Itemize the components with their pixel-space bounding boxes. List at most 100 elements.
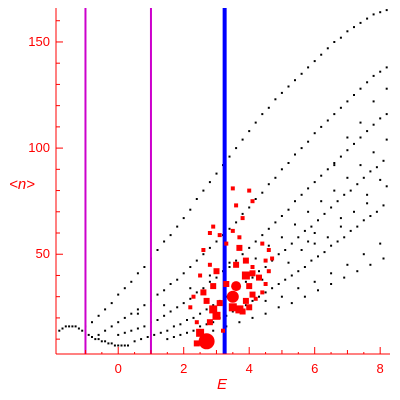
- black-data-point: [333, 113, 336, 116]
- red-data-point: [266, 248, 271, 252]
- black-data-point: [254, 198, 257, 200]
- red-data-point: [237, 235, 242, 240]
- black-data-point: [372, 123, 375, 126]
- black-data-point: [91, 336, 93, 338]
- black-data-point: [339, 155, 342, 158]
- black-data-point: [97, 314, 100, 317]
- red-data-point: [239, 308, 246, 315]
- black-data-point: [280, 215, 283, 217]
- black-data-point: [117, 344, 120, 347]
- black-data-point: [100, 340, 103, 343]
- red-data-point: [203, 297, 210, 304]
- black-data-point: [215, 276, 218, 279]
- black-data-point: [68, 325, 71, 328]
- red-data-point: [207, 231, 212, 235]
- black-data-point: [339, 36, 342, 39]
- black-data-point: [264, 299, 267, 302]
- black-data-point: [199, 312, 202, 315]
- black-data-point: [153, 333, 156, 336]
- black-data-point: [382, 159, 385, 162]
- black-data-point: [385, 9, 388, 12]
- black-data-point: [130, 312, 133, 315]
- black-data-point: [353, 26, 355, 29]
- black-data-point: [195, 259, 198, 262]
- x-axis-label: E: [217, 376, 228, 393]
- black-data-point: [356, 225, 359, 228]
- black-data-point: [261, 113, 264, 116]
- black-data-point: [156, 249, 159, 251]
- red-data-point: [263, 282, 268, 286]
- black-data-point: [251, 299, 254, 302]
- black-data-point: [326, 236, 329, 239]
- black-data-point: [307, 140, 310, 143]
- black-data-point: [307, 210, 310, 213]
- red-data-point: [260, 290, 265, 295]
- black-data-point: [271, 259, 274, 262]
- black-data-point: [241, 253, 244, 256]
- red-data-point: [253, 296, 258, 301]
- black-data-point: [317, 289, 319, 292]
- plot-area: [58, 8, 388, 354]
- black-data-point: [231, 310, 234, 313]
- black-data-point: [166, 329, 169, 332]
- black-data-point: [143, 266, 146, 268]
- red-data-point: [231, 281, 242, 292]
- black-data-point: [353, 142, 355, 145]
- black-data-point: [267, 227, 270, 230]
- black-data-point: [366, 193, 369, 196]
- black-data-point: [359, 136, 362, 139]
- black-data-point: [261, 191, 264, 194]
- red-data-point: [242, 297, 249, 304]
- black-data-point: [123, 331, 126, 334]
- black-data-point: [215, 240, 218, 243]
- black-data-point: [91, 321, 93, 324]
- black-data-point: [369, 215, 372, 217]
- black-data-point: [64, 325, 67, 328]
- black-data-point: [123, 287, 126, 290]
- black-data-point: [353, 94, 355, 96]
- black-data-point: [205, 323, 208, 326]
- black-data-point: [362, 219, 365, 222]
- black-data-point: [323, 251, 326, 254]
- black-data-point: [248, 246, 251, 249]
- black-data-point: [375, 210, 378, 213]
- black-data-point: [163, 314, 166, 317]
- black-data-point: [287, 85, 290, 88]
- black-data-point: [326, 119, 329, 122]
- black-data-point: [310, 225, 313, 228]
- red-data-point: [236, 244, 243, 251]
- black-data-point: [110, 325, 113, 328]
- red-data-point: [230, 228, 235, 233]
- black-data-point: [228, 266, 231, 268]
- black-data-point: [287, 261, 290, 264]
- black-data-point: [366, 17, 369, 20]
- black-data-point: [317, 219, 319, 222]
- black-data-point: [104, 308, 107, 311]
- black-data-point: [244, 280, 247, 283]
- black-data-point: [215, 172, 218, 175]
- black-data-point: [290, 274, 293, 277]
- black-data-point: [359, 164, 362, 167]
- black-data-point: [280, 295, 283, 298]
- red-data-point: [246, 283, 253, 290]
- black-data-point: [359, 87, 362, 90]
- black-data-point: [104, 329, 107, 332]
- black-data-point: [313, 181, 316, 184]
- black-data-point: [303, 229, 306, 232]
- black-data-point: [277, 283, 280, 285]
- black-data-point: [212, 304, 215, 307]
- black-data-point: [241, 138, 244, 141]
- black-data-point: [238, 321, 241, 324]
- red-data-point: [223, 281, 230, 287]
- black-data-point: [320, 53, 323, 56]
- black-data-point: [120, 344, 123, 347]
- black-data-point: [192, 329, 195, 332]
- black-data-point: [277, 306, 280, 309]
- black-data-point: [176, 278, 179, 281]
- black-data-point: [346, 149, 349, 152]
- black-data-point: [166, 338, 169, 341]
- y-tick-label: 100: [28, 140, 50, 155]
- black-data-point: [123, 316, 126, 319]
- black-data-point: [172, 336, 175, 338]
- black-data-point: [287, 208, 290, 211]
